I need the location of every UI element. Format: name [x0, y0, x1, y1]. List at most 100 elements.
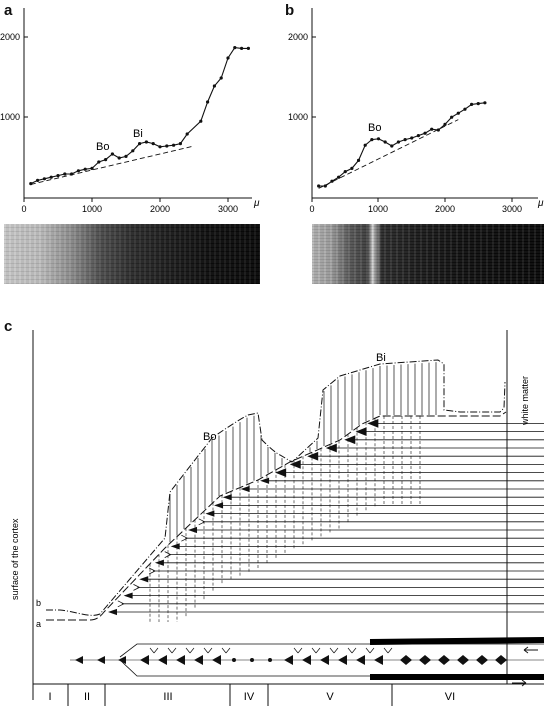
axon-arrowhead	[139, 576, 149, 583]
chart-b-ytick-label-1000: 1000	[288, 112, 308, 122]
chart-b: 2000 1000 0 1000 2000 3000 μ Bo	[288, 8, 544, 214]
chart-a-point	[151, 142, 155, 146]
band-y-ending	[383, 647, 393, 654]
chart-b-point	[430, 127, 434, 131]
axon-branch-ending	[181, 534, 188, 542]
chart-a-point	[29, 182, 33, 186]
chart-a-point	[144, 140, 148, 144]
chart-a-point	[83, 167, 87, 171]
chart-b-point	[463, 107, 467, 111]
chart-a-xtick-label-0: 0	[21, 204, 26, 214]
schematic-fibers	[108, 419, 544, 616]
panel-c-letter: c	[4, 318, 13, 335]
axon-branch-ending	[117, 600, 124, 608]
chart-a-xtick-label-1000: 1000	[82, 204, 102, 214]
axon-branch-ending	[148, 567, 156, 575]
axon-arrowhead	[289, 460, 301, 469]
axon-arrowhead	[367, 419, 379, 428]
line-label-a: a	[36, 619, 41, 629]
chart-a-label-bi: Bi	[133, 128, 143, 140]
chart-b-point	[317, 184, 321, 188]
chart-b-point	[403, 138, 407, 142]
band-thick-top	[369, 637, 545, 645]
axon-arrowhead	[188, 526, 198, 534]
band-y-ending	[203, 647, 213, 654]
chart-a-point	[138, 142, 142, 146]
chart-a-xtick-label-3000: 3000	[218, 204, 238, 214]
chart-b-point	[363, 143, 367, 147]
band-arrowhead	[212, 655, 221, 665]
band-arrowhead	[158, 655, 167, 665]
layer-label-vi: VI	[445, 691, 455, 703]
axon-arrowhead	[214, 502, 224, 509]
chart-a-point	[36, 178, 40, 182]
axon-arrowhead	[307, 451, 319, 461]
band-arrow-incoming	[523, 646, 538, 654]
chart-a-point	[226, 56, 230, 60]
schematic-verticals	[149, 362, 437, 622]
chart-a-baseline	[30, 145, 195, 185]
chart-b-point	[330, 179, 334, 183]
band-y-ending	[185, 647, 195, 654]
chart-a-point	[158, 145, 162, 149]
axon-arrowhead	[275, 468, 287, 477]
curve-a	[46, 411, 507, 621]
chart-a-point	[246, 46, 250, 51]
chart-b-point	[376, 137, 381, 141]
white-matter-label: white matter	[520, 376, 530, 426]
band-dot	[232, 658, 236, 662]
micrograph-strip-a	[4, 224, 260, 284]
chart-b-point	[370, 138, 374, 142]
layer-label-iii: III	[163, 691, 172, 703]
chart-a-point	[110, 152, 114, 156]
band-y-ending	[221, 647, 231, 654]
chart-b-point	[396, 140, 401, 144]
layer-label-ii: II	[84, 691, 90, 703]
chart-a-point	[104, 158, 108, 162]
chart-b-point	[456, 111, 460, 115]
chart-b-x-unit: μ	[537, 198, 544, 209]
band-arrowhead	[140, 655, 149, 665]
axon-branch-ending	[133, 584, 140, 591]
chart-a-point	[49, 175, 53, 179]
layer-label-iv: IV	[244, 691, 255, 703]
chart-a-xtick-label-2000: 2000	[150, 204, 170, 214]
chart-a-point	[199, 119, 203, 123]
chart-a: 2000 1000 0 1000 2000 3000 μ Bo Bi	[0, 8, 260, 214]
chart-b-point	[450, 115, 454, 119]
chart-a-point	[219, 76, 223, 80]
schematic-label-bi: Bi	[376, 352, 386, 364]
chart-b-point	[383, 140, 387, 144]
band-arrowhead	[320, 655, 329, 665]
layer-label-i: I	[48, 691, 51, 703]
axon-arrowhead	[108, 608, 117, 616]
chart-a-point	[206, 100, 210, 104]
line-label-b: b	[36, 598, 41, 608]
band-arrowhead-left	[97, 656, 105, 664]
chart-b-point	[416, 134, 420, 138]
chart-b-xticks	[311, 198, 513, 202]
chart-a-point	[63, 172, 67, 176]
chart-a-ytick-label-2000: 2000	[0, 32, 20, 42]
chart-a-point	[97, 160, 101, 164]
band-arrowhead	[374, 655, 383, 665]
chart-a-point	[185, 132, 189, 136]
chart-a-point	[42, 177, 47, 181]
panel-b-letter: b	[285, 2, 295, 19]
chart-b-point	[476, 102, 480, 106]
chart-b-point	[350, 166, 354, 170]
band-y-ending	[149, 647, 159, 654]
chart-b-label-bo: Bo	[368, 122, 381, 134]
band-diamond	[419, 655, 431, 665]
band-arrowhead	[194, 655, 203, 665]
axon-arrowhead	[325, 443, 337, 453]
chart-a-ytick-label-1000: 1000	[0, 112, 20, 122]
chart-a-point	[90, 166, 94, 170]
chart-b-point	[470, 102, 474, 106]
layer-ruler: I II III IV V VI	[48, 684, 455, 706]
band-diamond	[400, 655, 412, 665]
surface-of-cortex-label: surface of the cortex	[10, 518, 20, 600]
chart-b-xtick-label-0: 0	[309, 204, 314, 214]
chart-b-point	[337, 175, 341, 179]
